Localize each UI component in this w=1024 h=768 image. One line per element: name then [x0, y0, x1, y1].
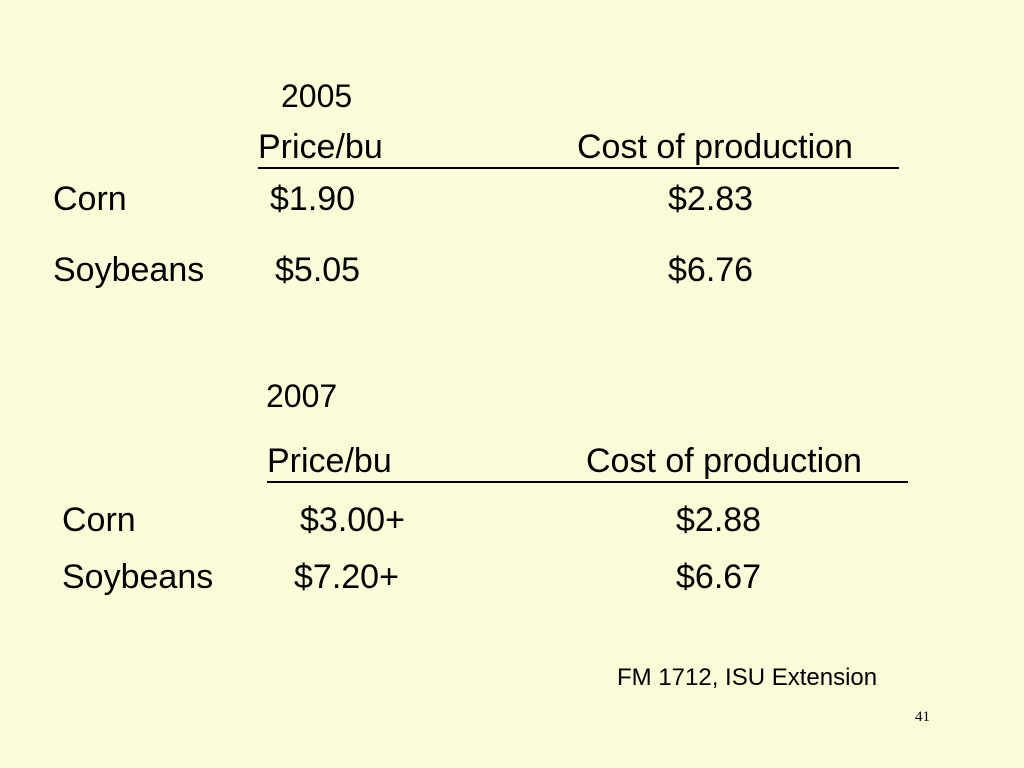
- row-soybeans-2005-cost: $6.76: [668, 251, 754, 289]
- header-cost-2005: Cost of production: [577, 128, 853, 166]
- year-2007-label: 2007: [266, 378, 338, 414]
- header-cost-2007: Cost of production: [586, 442, 862, 480]
- row-corn-2007-label: Corn: [62, 501, 136, 539]
- row-corn-2005-label: Corn: [53, 180, 127, 218]
- row-soybeans-2007-cost: $6.67: [676, 558, 762, 596]
- row-corn-2005-price: $1.90: [270, 180, 356, 218]
- year-2005-label: 2005: [281, 78, 353, 114]
- row-soybeans-2005-label: Soybeans: [53, 251, 205, 289]
- row-soybeans-2005-price: $5.05: [275, 251, 361, 289]
- row-soybeans-2007-label: Soybeans: [62, 558, 214, 596]
- row-corn-2005-cost: $2.83: [668, 180, 754, 218]
- row-corn-2007-cost: $2.88: [676, 501, 762, 539]
- header-price-2007: Price/bu: [267, 442, 392, 480]
- header-price-2005: Price/bu: [258, 128, 383, 166]
- header-underline-2007: [267, 481, 908, 483]
- row-soybeans-2007-price: $7.20+: [294, 558, 399, 596]
- row-corn-2007-price: $3.00+: [300, 501, 405, 539]
- page-number: 41: [915, 709, 930, 725]
- header-underline-2005: [258, 167, 899, 169]
- source-citation: FM 1712, ISU Extension: [617, 664, 878, 691]
